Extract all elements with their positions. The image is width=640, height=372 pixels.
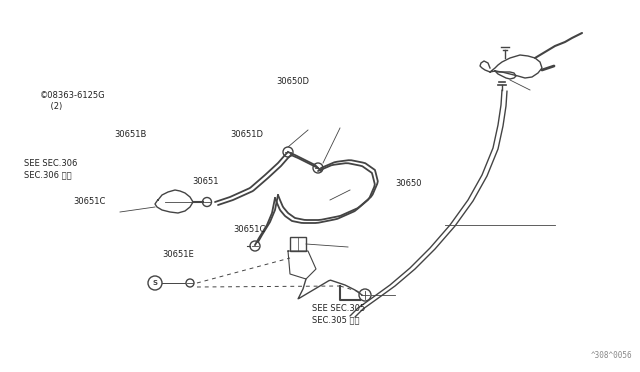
Text: 30651B: 30651B [114, 130, 147, 139]
Text: ©08363-6125G
    (2): ©08363-6125G (2) [40, 91, 106, 111]
Text: SEE SEC.305
SEC.305 参照: SEE SEC.305 SEC.305 参照 [312, 304, 365, 324]
Text: 30650D: 30650D [276, 77, 310, 86]
Bar [290, 237, 306, 251]
Text: 30651E: 30651E [162, 250, 194, 259]
Text: 30651C: 30651C [234, 225, 266, 234]
Text: SEE SEC.306
SEC.306 参照: SEE SEC.306 SEC.306 参照 [24, 159, 77, 179]
Text: ^308^0056: ^308^0056 [590, 351, 632, 360]
Text: S: S [152, 280, 157, 286]
Text: 30651: 30651 [192, 177, 218, 186]
Text: 30651C: 30651C [74, 197, 106, 206]
Text: 30651D: 30651D [230, 130, 264, 139]
Text: 30650: 30650 [396, 179, 422, 187]
